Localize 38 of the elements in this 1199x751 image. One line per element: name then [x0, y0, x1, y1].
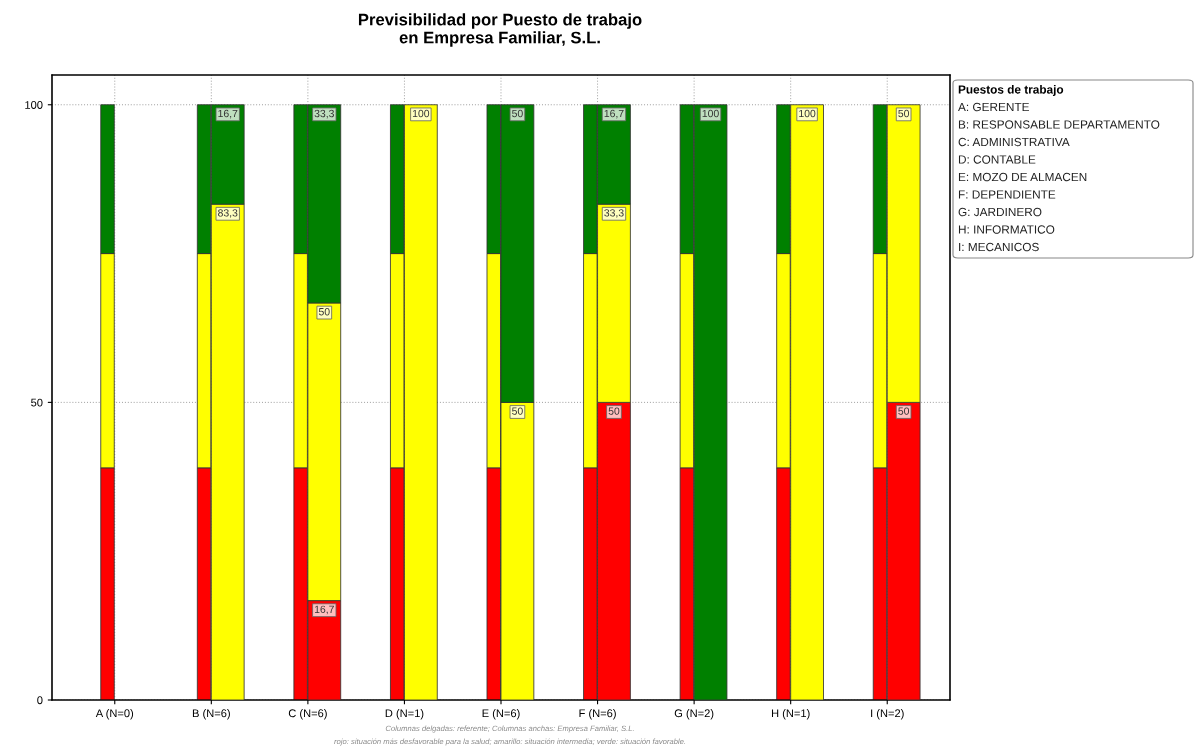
data-label: 50 [512, 407, 523, 415]
x-tick-label: D (N=1) [385, 709, 424, 720]
text: D: CONTABLE [958, 155, 1036, 164]
y-tick-label: 50 [31, 398, 43, 407]
data-label: 100 [702, 109, 719, 118]
x-tick-label: C (N=6) [288, 709, 327, 720]
data-label: 50 [608, 407, 620, 415]
data-label: 16,7 [314, 605, 334, 615]
data-label: 50 [512, 109, 523, 118]
data-label: 83,3 [218, 209, 238, 218]
text: E: MOZO DE ALMACEN [958, 172, 1087, 182]
data-label: 50 [318, 308, 330, 316]
data-label: 100 [412, 109, 430, 118]
x-tick-label: F (N=6) [579, 709, 616, 720]
x-tick-label: E (N=6) [482, 709, 520, 720]
x-tick-label: I (N=2) [871, 709, 904, 720]
text: I: MECANICOS [959, 242, 1039, 252]
text: C: ADMINISTRATIVA [958, 137, 1070, 147]
data-label: 50 [898, 407, 910, 415]
text: F: DEPENDIENTE [958, 190, 1056, 199]
data-label: 50 [898, 109, 910, 118]
text: A: GERENTE [958, 102, 1029, 112]
text: H: INFORMATICO [958, 225, 1055, 234]
data-label: 33,3 [314, 109, 334, 119]
data-label: 100 [799, 109, 816, 118]
legend-title: Puestos de trabajo [958, 85, 1064, 97]
x-tick-label: G (N=2) [674, 709, 714, 720]
x-tick-label: H (N=1) [771, 709, 810, 720]
chart-title: Previsibilidad por Puesto de trabajo en Empresa Familiar, S.L. [358, 13, 642, 47]
data-label: 16,7 [218, 109, 238, 119]
y-tick-label: 0 [37, 696, 43, 705]
data-label: 33,3 [604, 209, 624, 218]
x-tick-label: A (N=0) [95, 709, 134, 720]
text: G: JARDINERO [958, 207, 1042, 217]
x-tick-label: B (N=6) [192, 709, 230, 720]
text: B: RESPONSABLE DEPARTAMENTO [958, 120, 1160, 129]
data-label: 16,7 [604, 109, 624, 119]
y-tick-label: 100 [25, 101, 43, 109]
